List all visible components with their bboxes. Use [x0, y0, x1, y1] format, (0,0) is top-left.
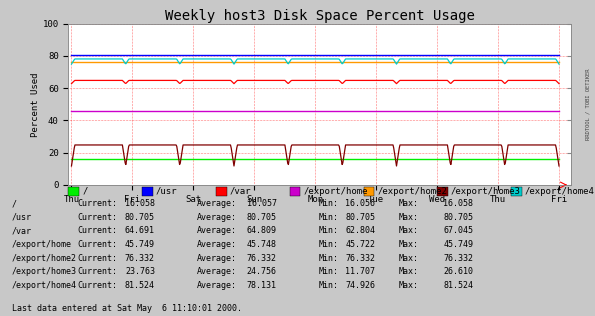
Text: 26.610: 26.610 [443, 267, 473, 276]
Text: Average:: Average: [196, 199, 236, 208]
Text: 67.045: 67.045 [443, 227, 473, 235]
Text: Max:: Max: [399, 213, 419, 222]
Text: Average:: Average: [196, 281, 236, 290]
Text: 80.705: 80.705 [443, 213, 473, 222]
Y-axis label: Percent Used: Percent Used [31, 72, 40, 137]
Text: 80.705: 80.705 [125, 213, 155, 222]
Text: RRDTOOL / TOBI OETIKER: RRDTOOL / TOBI OETIKER [585, 69, 590, 140]
Text: Last data entered at Sat May  6 11:10:01 2000.: Last data entered at Sat May 6 11:10:01 … [12, 305, 242, 313]
Text: 80.705: 80.705 [247, 213, 277, 222]
Text: 45.748: 45.748 [247, 240, 277, 249]
Text: 16.056: 16.056 [345, 199, 375, 208]
Text: 23.763: 23.763 [125, 267, 155, 276]
Text: Min:: Min: [318, 213, 339, 222]
Text: /export/home: /export/home [12, 240, 72, 249]
Text: 80.705: 80.705 [345, 213, 375, 222]
Text: Current:: Current: [77, 213, 117, 222]
Text: 24.756: 24.756 [247, 267, 277, 276]
Text: 16.058: 16.058 [443, 199, 473, 208]
Text: /export/home2: /export/home2 [12, 254, 77, 263]
Text: /usr: /usr [12, 213, 32, 222]
Text: /export/home3: /export/home3 [451, 187, 521, 196]
Text: 16.058: 16.058 [125, 199, 155, 208]
Text: /var: /var [12, 227, 32, 235]
Text: Max:: Max: [399, 281, 419, 290]
Text: Min:: Min: [318, 267, 339, 276]
Text: Min:: Min: [318, 281, 339, 290]
Text: 16.057: 16.057 [247, 199, 277, 208]
Text: 45.749: 45.749 [443, 240, 473, 249]
Text: /export/home4: /export/home4 [525, 187, 594, 196]
Text: Min:: Min: [318, 199, 339, 208]
Text: Current:: Current: [77, 199, 117, 208]
Text: 45.722: 45.722 [345, 240, 375, 249]
Text: Max:: Max: [399, 227, 419, 235]
Text: 76.332: 76.332 [443, 254, 473, 263]
Text: Max:: Max: [399, 240, 419, 249]
Text: Current:: Current: [77, 267, 117, 276]
Text: 45.749: 45.749 [125, 240, 155, 249]
Text: /usr: /usr [156, 187, 177, 196]
Text: 74.926: 74.926 [345, 281, 375, 290]
Text: /var: /var [230, 187, 251, 196]
Text: /: / [12, 199, 17, 208]
Text: Average:: Average: [196, 240, 236, 249]
Text: Min:: Min: [318, 254, 339, 263]
Text: 81.524: 81.524 [443, 281, 473, 290]
Text: 62.804: 62.804 [345, 227, 375, 235]
Text: /export/home: /export/home [303, 187, 368, 196]
Text: 76.332: 76.332 [345, 254, 375, 263]
Text: Min:: Min: [318, 240, 339, 249]
Title: Weekly host3 Disk Space Percent Usage: Weekly host3 Disk Space Percent Usage [165, 9, 475, 22]
Text: Max:: Max: [399, 267, 419, 276]
Text: Average:: Average: [196, 213, 236, 222]
Text: Current:: Current: [77, 254, 117, 263]
Text: /export/home3: /export/home3 [12, 267, 77, 276]
Text: Average:: Average: [196, 227, 236, 235]
Text: Current:: Current: [77, 240, 117, 249]
Text: Average:: Average: [196, 254, 236, 263]
Text: 64.691: 64.691 [125, 227, 155, 235]
Text: 76.332: 76.332 [125, 254, 155, 263]
Text: Average:: Average: [196, 267, 236, 276]
Text: 81.524: 81.524 [125, 281, 155, 290]
Text: Max:: Max: [399, 254, 419, 263]
Text: 11.707: 11.707 [345, 267, 375, 276]
Text: Current:: Current: [77, 227, 117, 235]
Text: Max:: Max: [399, 199, 419, 208]
Text: 78.131: 78.131 [247, 281, 277, 290]
Text: 64.809: 64.809 [247, 227, 277, 235]
Text: /: / [82, 187, 87, 196]
Text: Current:: Current: [77, 281, 117, 290]
Text: 76.332: 76.332 [247, 254, 277, 263]
Text: Min:: Min: [318, 227, 339, 235]
Text: /export/home4: /export/home4 [12, 281, 77, 290]
Text: /export/home2: /export/home2 [377, 187, 447, 196]
